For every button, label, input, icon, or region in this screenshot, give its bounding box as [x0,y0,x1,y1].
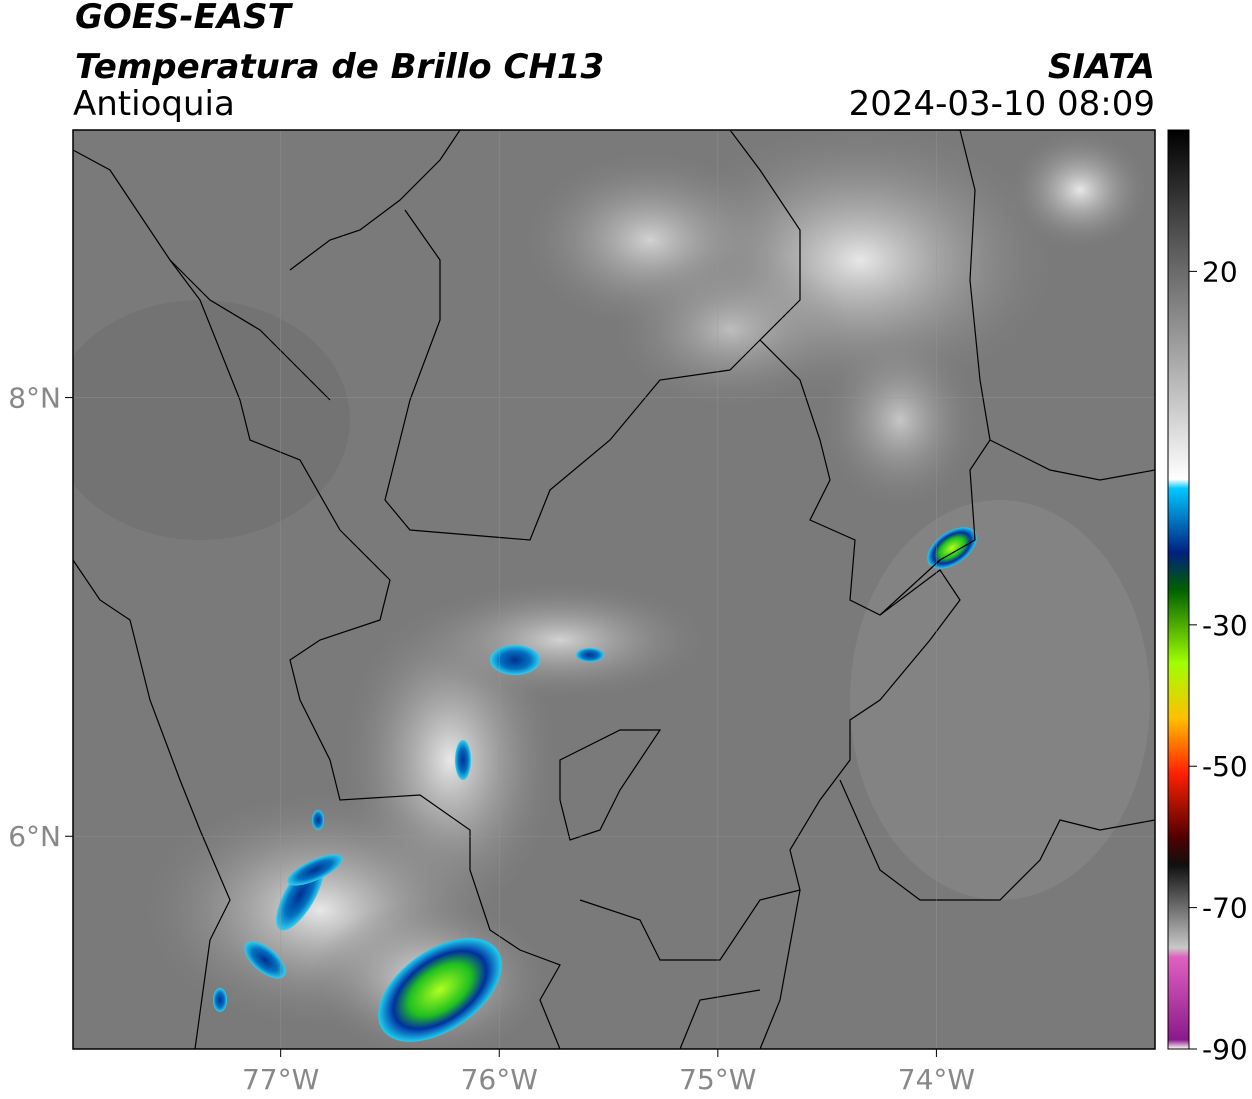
colorbar-tick-label: 20 [1202,255,1238,288]
colorbar-tick-label: -70 [1202,892,1248,925]
y-tick-label: 6°N [8,820,61,853]
map-frame [72,129,1156,1050]
x-tick-label: 74°W [898,1063,975,1096]
colorbar-tick-label: -50 [1202,750,1248,783]
region: Antioquia [73,84,235,124]
colorbar-tick-label: -30 [1202,609,1248,642]
boundaries [73,130,1155,1049]
source: SIATA [1048,47,1155,87]
datetime: 2024-03-10 08:09 [849,84,1155,124]
x-tick-label: 75°W [679,1063,756,1096]
y-tick-label: 8°N [8,382,61,415]
title: GOES-EAST [75,0,294,37]
colorbar [1167,129,1190,1050]
graticule [73,130,1155,1049]
x-tick-label: 76°W [461,1063,538,1096]
subtitle: Temperatura de Brillo CH13 [75,47,604,87]
colorbar-tick-label: -90 [1202,1033,1248,1066]
satellite-image [73,130,1155,1049]
x-tick-label: 77°W [242,1063,319,1096]
